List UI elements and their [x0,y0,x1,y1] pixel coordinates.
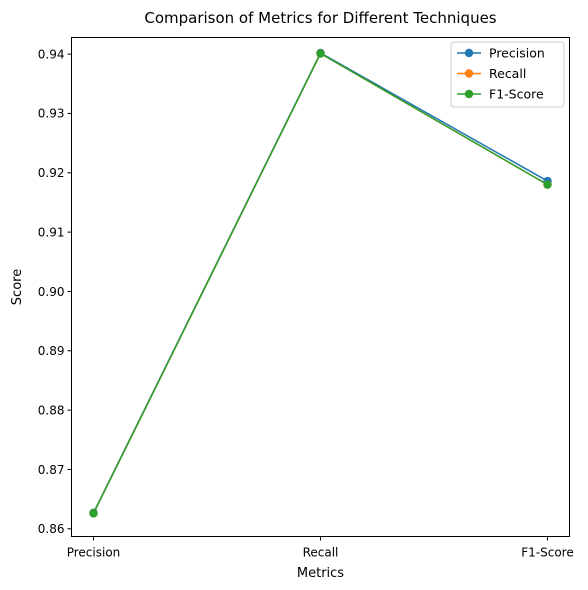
data-point [316,49,325,58]
x-tick-label: Recall [303,546,339,560]
x-tick-label: F1-Score [521,546,573,560]
series-line-precision [92,51,548,514]
y-tick-label: 0.90 [38,285,65,299]
plot-area [89,48,552,518]
y-tick-label: 0.87 [38,463,65,477]
x-axis: Precision Recall F1-Score [67,536,574,560]
series-line-f1-score [92,52,548,514]
y-axis-label: Score [10,269,25,305]
y-tick-label: 0.86 [38,522,65,536]
legend-marker [464,48,474,58]
series-line-recall [92,52,548,514]
legend-entry: Precision [489,46,545,61]
y-axis: 0.86 0.87 0.88 0.89 0.90 0.91 0.92 0.93 0.94 [38,47,72,536]
x-axis-label: Metrics [297,566,344,581]
y-tick-label: 0.88 [38,403,65,417]
plot-frame [71,37,570,537]
legend-marker [464,89,474,99]
y-tick-label: 0.91 [38,225,65,239]
y-tick-label: 0.93 [38,107,65,121]
y-tick-label: 0.89 [38,344,65,358]
legend: Precision Recall F1-Score [450,41,565,108]
y-tick-label: 0.94 [38,47,65,61]
data-point [89,509,98,518]
legend-entry: Recall [489,66,526,81]
y-tick-label: 0.92 [38,166,65,180]
legend-box [450,41,565,108]
x-tick-label: Precision [67,546,121,560]
data-point [543,180,552,189]
legend-entry: F1-Score [489,87,544,102]
chart-title: Comparison of Metrics for Different Tech… [144,9,496,27]
legend-marker [464,69,474,78]
